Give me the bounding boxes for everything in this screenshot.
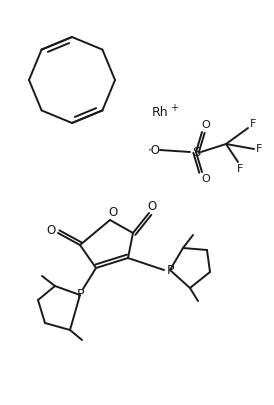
Text: F: F — [250, 119, 256, 129]
Text: O: O — [46, 224, 56, 237]
Text: O: O — [202, 120, 210, 130]
Text: P: P — [166, 264, 174, 277]
Text: Rh: Rh — [152, 105, 169, 119]
Text: F: F — [256, 144, 262, 154]
Text: S: S — [192, 145, 200, 158]
Text: O: O — [147, 200, 157, 213]
Text: F: F — [237, 164, 243, 174]
Text: P: P — [76, 288, 84, 301]
Text: O: O — [202, 174, 210, 184]
Text: O: O — [109, 207, 118, 220]
Text: ⋅O: ⋅O — [148, 143, 161, 156]
Text: +: + — [170, 103, 178, 113]
